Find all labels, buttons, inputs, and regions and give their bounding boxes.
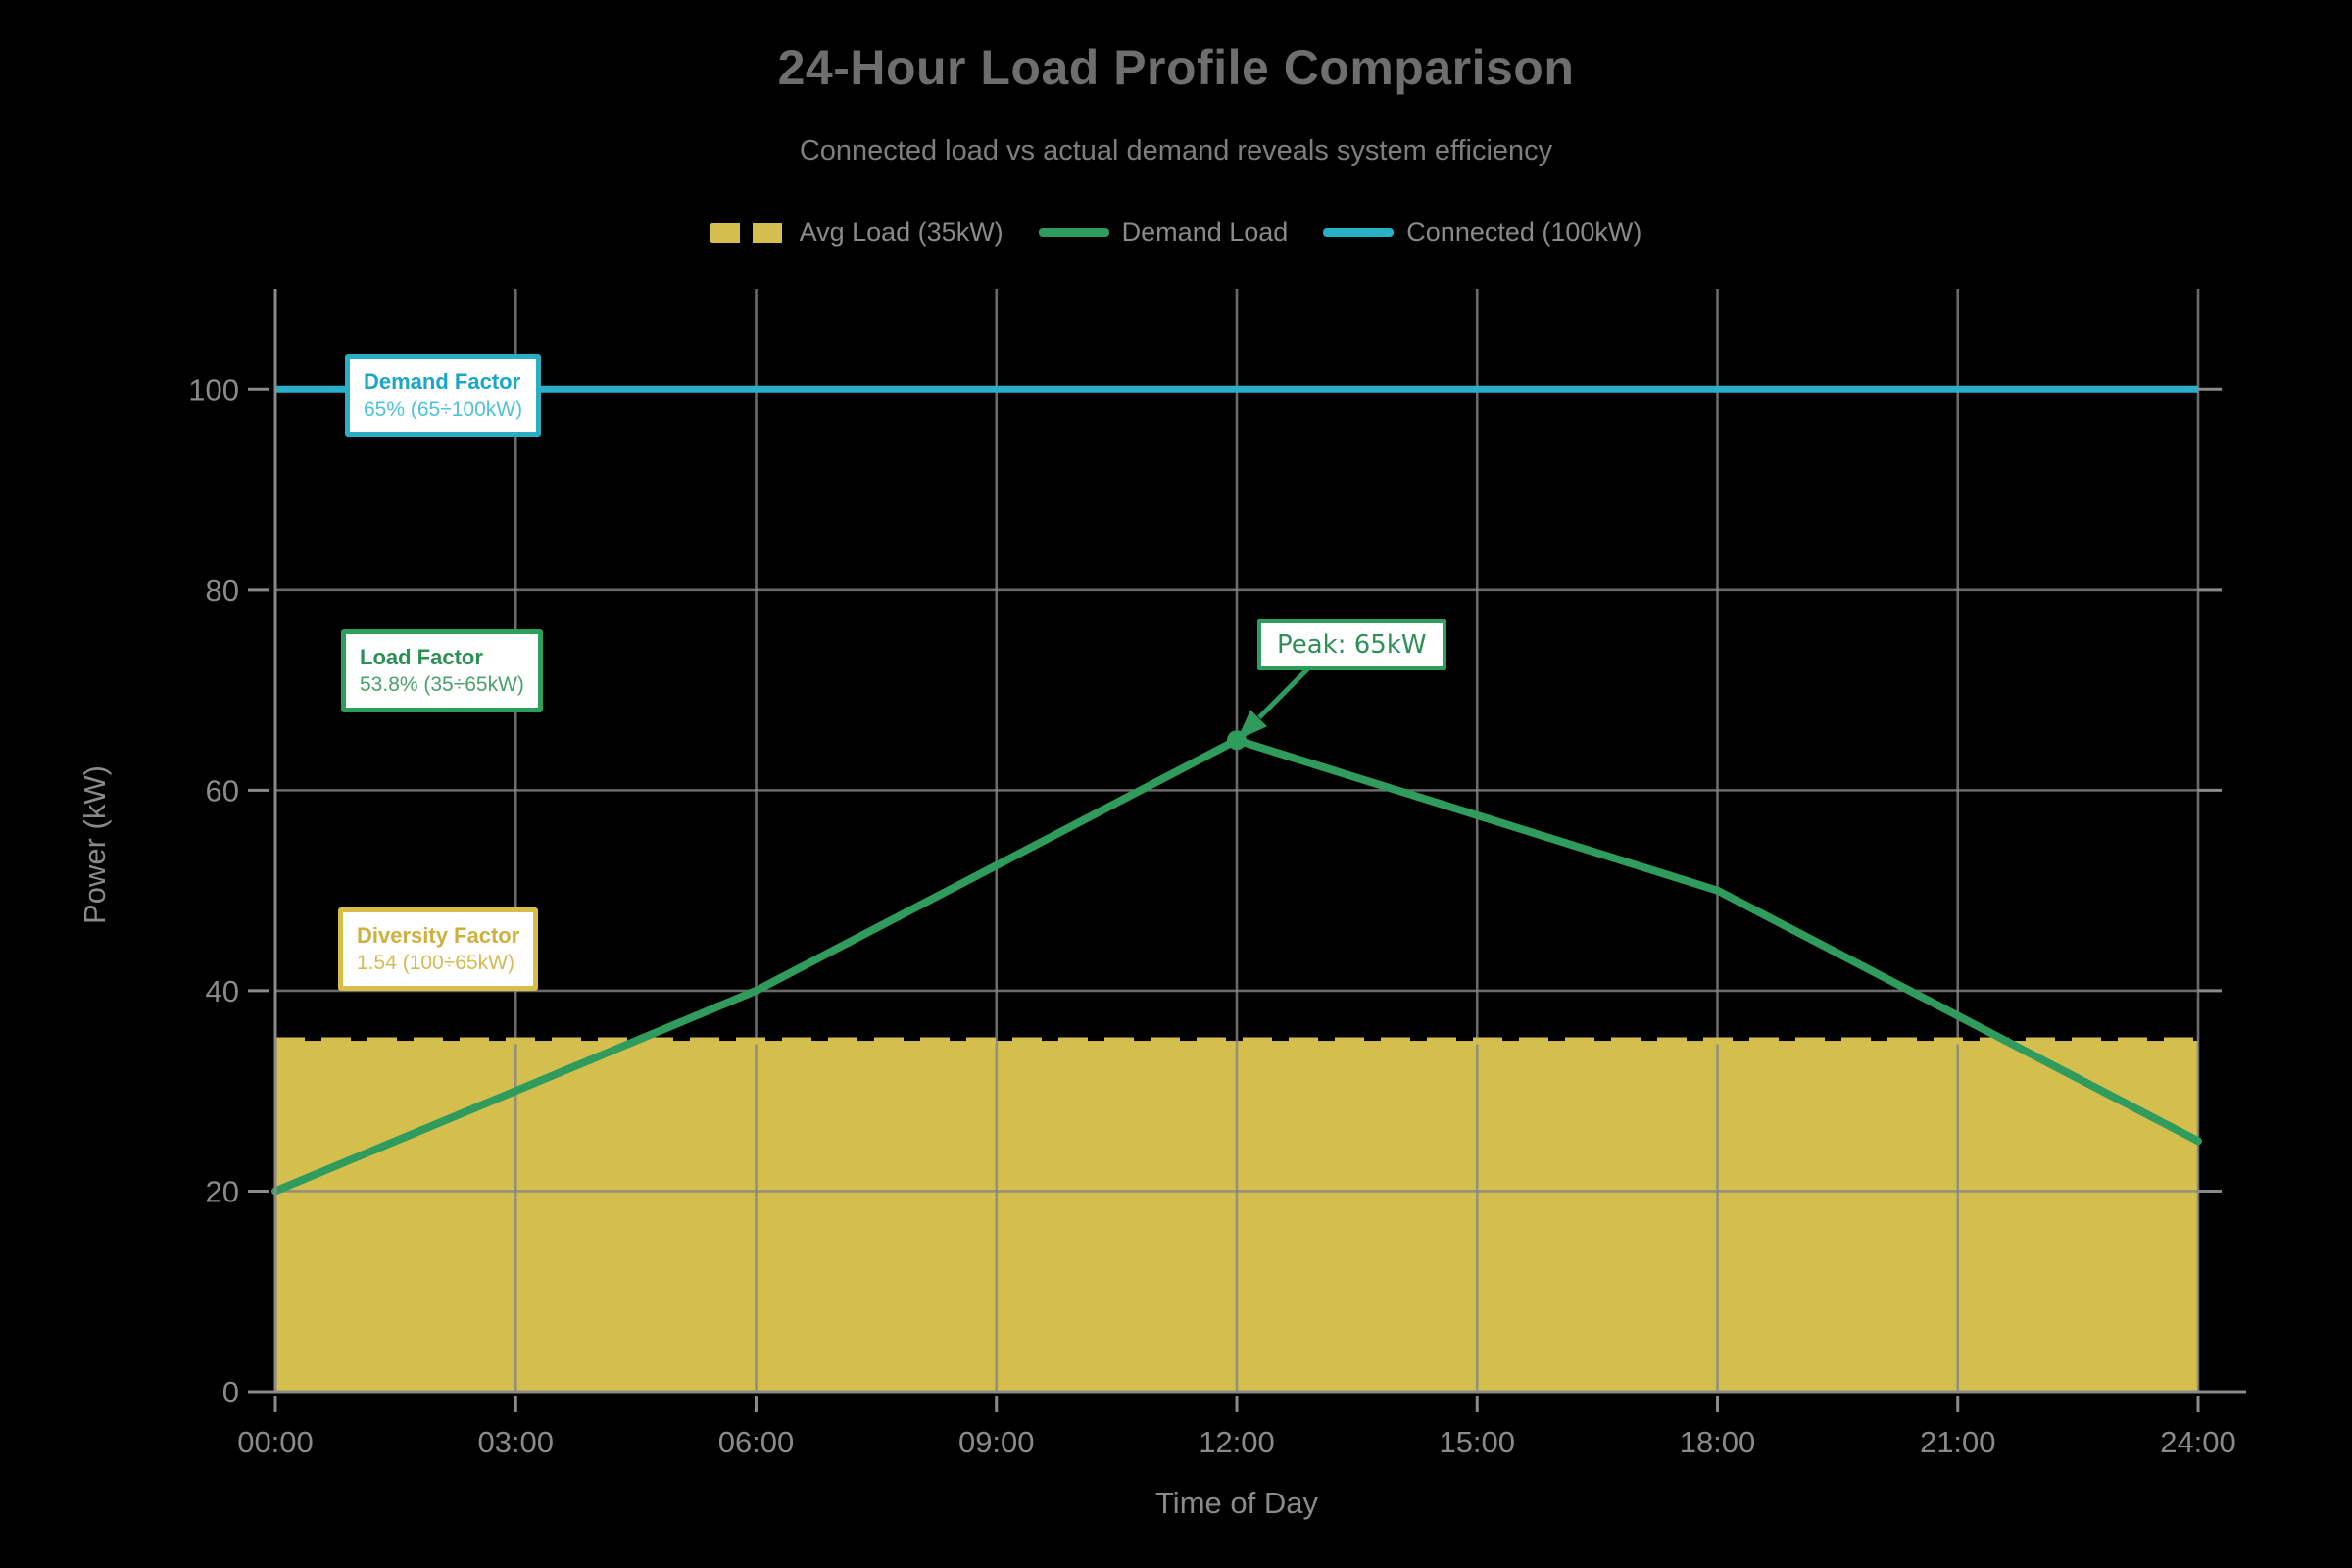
diversity-factor-title: Diversity Factor [357,923,520,948]
x-axis-title: Time of Day [1155,1486,1318,1520]
demand-factor-value: 65% (65÷100kW) [364,398,523,421]
y-tick-label: 0 [222,1375,239,1409]
y-tick-label: 80 [206,573,239,608]
y-tick-label: 60 [206,773,239,808]
y-tick-label: 100 [188,372,239,407]
line-swatch-icon [1038,228,1109,237]
load-factor-value: 53.8% (35÷65kW) [360,673,524,697]
x-tick-label: 12:00 [1199,1425,1275,1459]
y-tick-label: 40 [206,974,239,1008]
peak-arrow-line [1257,666,1310,719]
y-tick-label: 20 [206,1174,239,1208]
x-tick-label: 18:00 [1680,1425,1756,1459]
x-tick-label: 06:00 [718,1425,795,1459]
peak-annotation: Peak: 65kW [1257,619,1446,670]
x-tick-label: 00:00 [237,1425,314,1459]
peak-arrow-head [1237,710,1267,741]
line-swatch-icon [1323,228,1395,237]
legend-label: Connected (100kW) [1406,218,1642,247]
legend-item-0: Avg Load (35kW) [710,218,1004,248]
demand-factor-title: Demand Factor [364,369,521,394]
chart-title: 24-Hour Load Profile Comparison [777,40,1575,95]
legend: Avg Load (35kW) Demand Load Connected (100… [0,218,2352,248]
x-tick-label: 21:00 [1920,1425,1996,1459]
legend-item-1: Demand Load [1038,218,1289,248]
chart-subtitle: Connected load vs actual demand reveals … [799,135,1553,167]
dashed-swatch-icon [710,222,787,243]
demand-factor-annotation: Demand Factor 65% (65÷100kW) [345,354,542,437]
diversity-factor-annotation: Diversity Factor 1.54 (100÷65kW) [338,907,539,991]
legend-label: Avg Load (35kW) [799,218,1004,247]
diversity-factor-value: 1.54 (100÷65kW) [357,952,514,975]
x-tick-label: 24:00 [2160,1425,2236,1459]
load-factor-annotation: Load Factor 53.8% (35÷65kW) [341,629,543,712]
legend-label: Demand Load [1121,218,1289,247]
legend-item-2: Connected (100kW) [1323,218,1642,248]
x-tick-label: 15:00 [1439,1425,1515,1459]
x-tick-label: 03:00 [477,1425,554,1459]
load-factor-title: Load Factor [360,645,483,669]
x-tick-label: 09:00 [958,1425,1035,1459]
y-axis-title: Power (kW) [77,765,112,924]
